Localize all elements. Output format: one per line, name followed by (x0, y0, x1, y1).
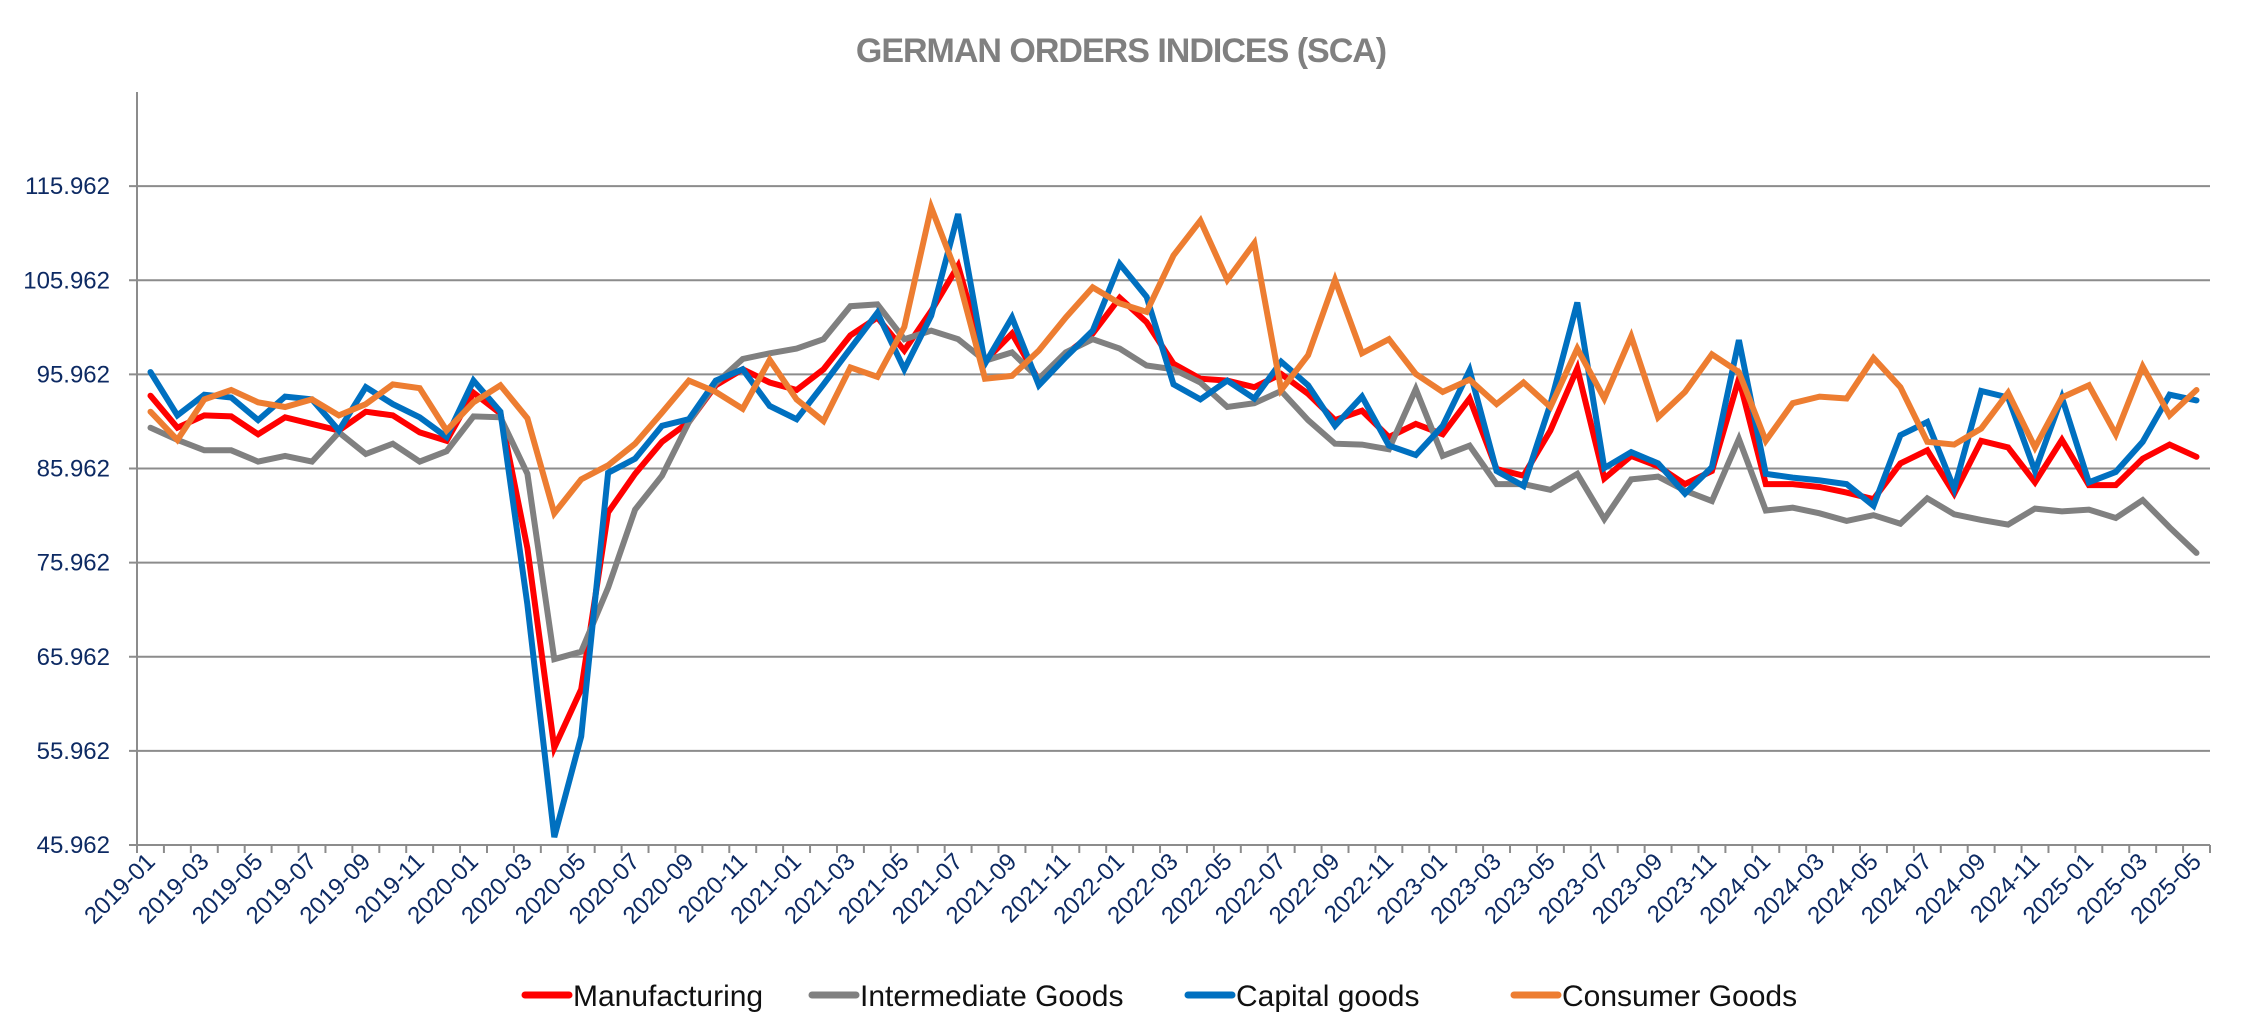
series-line-capital-goods (147, 213, 2200, 838)
y-tick-label: 95.962 (37, 361, 110, 388)
gridlines (129, 185, 2210, 846)
legend-label-manufacturing: Manufacturing (573, 980, 763, 1013)
y-tick-label: 55.962 (37, 738, 110, 765)
legend-label-intermediate-goods: Intermediate Goods (860, 980, 1123, 1013)
y-tick-label: 115.962 (25, 173, 110, 200)
legend: Manufacturing Intermediate Goods Capital g… (521, 980, 1797, 1013)
series-line-consumer-goods (147, 197, 2200, 520)
series-line-intermediate-goods (147, 301, 2200, 664)
chart-title: GERMAN ORDERS INDICES (SCA) (856, 32, 1386, 70)
series-lines (147, 197, 2200, 838)
y-tick-label: 75.962 (37, 550, 110, 577)
y-tick-label: 65.962 (37, 644, 110, 671)
x-axis-tick-labels: 2019-012019-032019-052019-072019-092019-… (79, 848, 2206, 929)
x-axis-ticks (136, 845, 2211, 853)
y-tick-label: 45.962 (37, 832, 110, 859)
series-line-manufacturing (147, 258, 2200, 759)
axes (129, 92, 2210, 853)
legend-label-consumer-goods: Consumer Goods (1562, 980, 1797, 1013)
y-tick-label: 85.962 (37, 456, 110, 483)
legend-label-capital-goods: Capital goods (1236, 980, 1419, 1013)
y-axis-tick-labels: 45.962 55.962 65.962 75.962 85.962 95.962 105.… (23, 173, 110, 859)
y-tick-label: 105.962 (23, 267, 110, 294)
